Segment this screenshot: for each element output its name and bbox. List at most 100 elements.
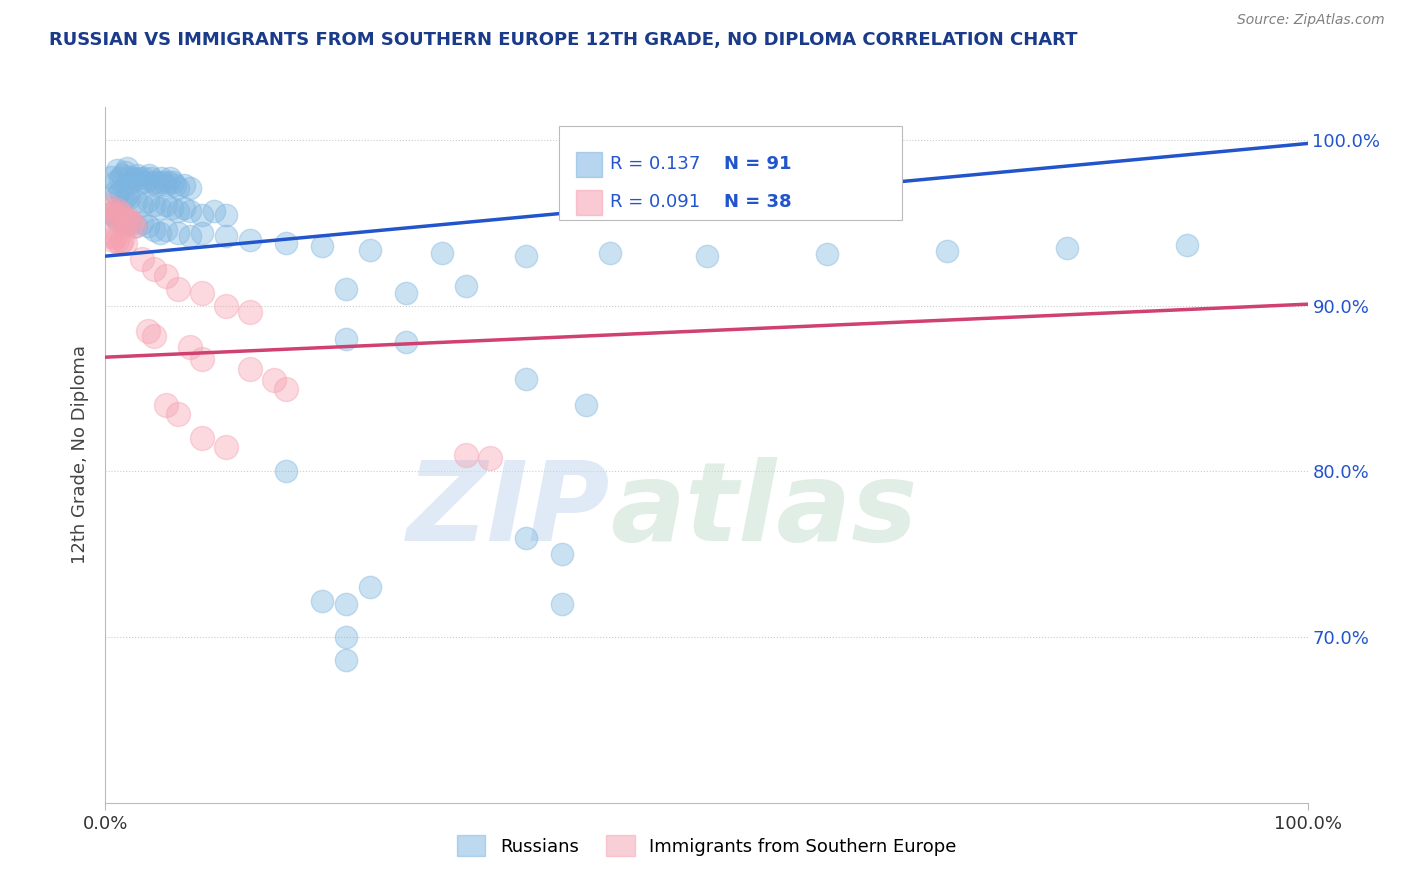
Point bbox=[115, 216, 138, 230]
Point bbox=[162, 175, 184, 189]
Text: R = 0.137: R = 0.137 bbox=[610, 155, 700, 173]
Text: atlas: atlas bbox=[610, 457, 918, 564]
Point bbox=[142, 262, 165, 277]
Point bbox=[107, 163, 129, 178]
Point bbox=[149, 171, 172, 186]
Legend: Russians, Immigrants from Southern Europe: Russians, Immigrants from Southern Europ… bbox=[450, 828, 963, 863]
Point bbox=[454, 279, 477, 293]
Point bbox=[98, 202, 121, 217]
Point bbox=[155, 268, 177, 283]
Point bbox=[108, 171, 131, 186]
Y-axis label: 12th Grade, No Diploma: 12th Grade, No Diploma bbox=[72, 345, 90, 565]
Point bbox=[107, 212, 129, 227]
Point bbox=[115, 187, 138, 202]
Point bbox=[190, 431, 212, 445]
Point bbox=[114, 191, 136, 205]
Point bbox=[108, 185, 131, 199]
Point bbox=[202, 204, 225, 219]
Text: RUSSIAN VS IMMIGRANTS FROM SOUTHERN EUROPE 12TH GRADE, NO DIPLOMA CORRELATION CH: RUSSIAN VS IMMIGRANTS FROM SOUTHERN EURO… bbox=[49, 31, 1078, 49]
Point bbox=[155, 178, 177, 192]
Point bbox=[190, 208, 212, 222]
Point bbox=[599, 245, 621, 260]
Point bbox=[190, 351, 212, 366]
Point bbox=[214, 208, 236, 222]
Point bbox=[166, 407, 188, 421]
Point bbox=[179, 204, 201, 219]
Point bbox=[100, 206, 122, 220]
Point bbox=[239, 361, 262, 376]
Point bbox=[155, 198, 177, 212]
Point bbox=[155, 398, 177, 412]
Point bbox=[111, 210, 134, 224]
Point bbox=[97, 199, 120, 213]
Point bbox=[274, 235, 297, 250]
Point bbox=[114, 235, 136, 250]
Point bbox=[107, 187, 129, 202]
Point bbox=[165, 178, 187, 192]
Point bbox=[128, 171, 150, 186]
Point bbox=[430, 245, 453, 260]
Point bbox=[124, 194, 146, 209]
Point bbox=[112, 212, 135, 227]
Point bbox=[190, 285, 212, 300]
Point bbox=[173, 201, 195, 215]
Point bbox=[131, 216, 153, 230]
Point bbox=[114, 212, 136, 227]
Point bbox=[214, 299, 236, 313]
Point bbox=[124, 219, 146, 234]
Point bbox=[335, 630, 357, 644]
Point bbox=[575, 398, 598, 412]
Point bbox=[142, 198, 165, 212]
Point bbox=[131, 198, 153, 212]
Point bbox=[335, 597, 357, 611]
Point bbox=[124, 171, 146, 186]
Point bbox=[136, 194, 159, 209]
Point bbox=[148, 175, 170, 189]
Point bbox=[118, 212, 141, 227]
Point bbox=[107, 202, 129, 217]
Point bbox=[111, 168, 134, 182]
Point bbox=[815, 247, 838, 261]
Point bbox=[104, 229, 127, 244]
Point bbox=[118, 216, 141, 230]
Point bbox=[214, 229, 236, 244]
Point bbox=[515, 372, 537, 386]
Point bbox=[311, 593, 333, 607]
Point bbox=[100, 169, 122, 184]
Point bbox=[335, 653, 357, 667]
Point bbox=[114, 164, 136, 178]
Point bbox=[131, 175, 153, 189]
Point bbox=[359, 243, 381, 257]
Point bbox=[101, 233, 124, 247]
Point bbox=[115, 161, 138, 176]
Point bbox=[142, 328, 165, 343]
Point bbox=[214, 440, 236, 454]
Point bbox=[274, 465, 297, 479]
Point bbox=[118, 191, 141, 205]
Point bbox=[335, 282, 357, 296]
Point bbox=[104, 175, 127, 189]
Point bbox=[190, 226, 212, 240]
Point bbox=[359, 581, 381, 595]
Point bbox=[335, 332, 357, 346]
Point bbox=[160, 201, 183, 215]
Point bbox=[148, 201, 170, 215]
Point bbox=[98, 229, 121, 244]
Point bbox=[479, 451, 502, 466]
Point bbox=[136, 324, 159, 338]
Point bbox=[118, 169, 141, 184]
Point bbox=[107, 233, 129, 247]
Point bbox=[166, 282, 188, 296]
Point bbox=[166, 226, 188, 240]
Point bbox=[124, 219, 146, 234]
Point bbox=[111, 233, 134, 247]
Point bbox=[179, 229, 201, 244]
Point bbox=[515, 531, 537, 545]
Point bbox=[1056, 241, 1078, 255]
Point bbox=[131, 252, 153, 267]
Point bbox=[274, 382, 297, 396]
Point bbox=[936, 244, 959, 259]
Text: N = 38: N = 38 bbox=[724, 193, 792, 211]
Point bbox=[551, 597, 574, 611]
Point bbox=[145, 178, 167, 192]
